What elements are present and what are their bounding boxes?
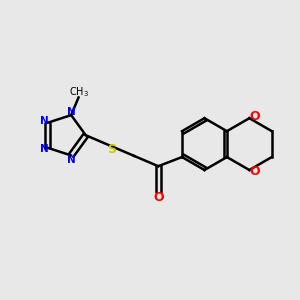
Text: O: O [153,191,164,204]
Text: N: N [40,144,48,154]
Text: N: N [40,116,48,126]
Text: O: O [249,110,260,123]
Text: S: S [107,142,116,156]
Text: N: N [67,106,76,117]
Text: N: N [67,154,76,165]
Text: O: O [249,165,260,178]
Text: CH$_3$: CH$_3$ [68,85,88,99]
